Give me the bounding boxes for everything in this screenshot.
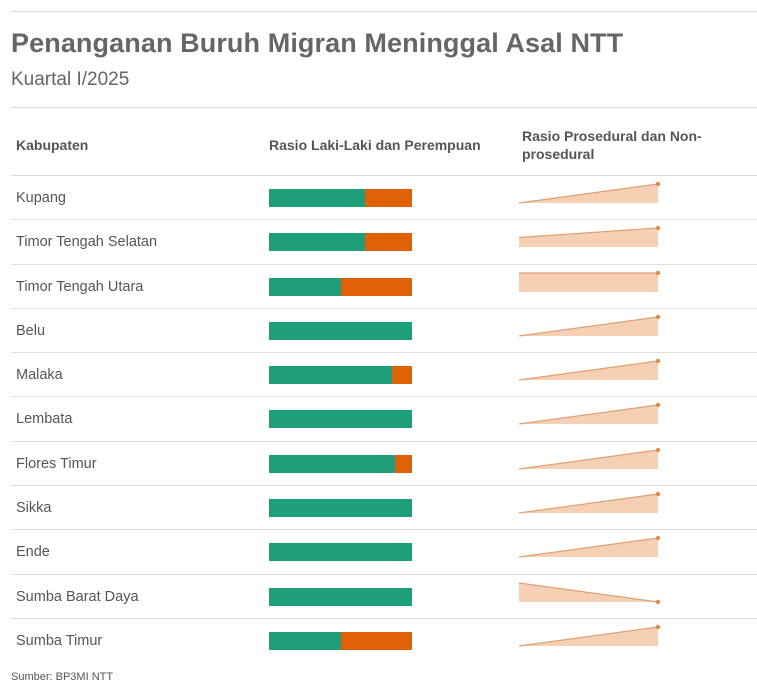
prosedural-sparkline: [518, 403, 661, 426]
gender-ratio-bar: [269, 233, 412, 252]
bar-segment-male: [269, 366, 392, 385]
bar-segment-male: [269, 233, 365, 252]
sparkline-line: [518, 316, 659, 337]
row-kabupaten-label: Sumba Barat Daya: [16, 588, 139, 605]
bar-segment-male: [269, 321, 412, 340]
table-header: Kabupaten Rasio Laki-Laki dan Perempuan …: [11, 108, 757, 176]
sparkline-end-dot: [655, 226, 661, 231]
prosedural-sparkline: [518, 358, 661, 381]
sparkline-end-dot: [655, 491, 661, 497]
gender-ratio-bar: [269, 454, 412, 473]
gender-ratio-bar: [269, 277, 412, 296]
bar-segment-male: [269, 277, 341, 296]
table-row: Kupang: [11, 176, 757, 221]
prosedural-sparkline: [518, 447, 661, 470]
prosedural-sparkline: [518, 181, 661, 204]
gender-ratio-bar: [269, 189, 412, 207]
chart-title: Penanganan Buruh Migran Meninggal Asal N…: [11, 28, 624, 58]
bar-segment-male: [269, 410, 412, 429]
prosedural-sparkline: [519, 270, 661, 292]
column-header-kabupaten: Kabupaten: [16, 137, 89, 153]
sparkline-end-dot: [655, 403, 661, 408]
gender-ratio-bar: [269, 499, 412, 518]
bar-segment-female: [391, 366, 412, 385]
row-kabupaten-label: Flores Timur: [16, 455, 97, 472]
sparkline-end-dot: [655, 270, 661, 275]
row-kabupaten-label: Kupang: [16, 190, 66, 206]
column-header-rasio-prosedural: Rasio Prosedural dan Non-prosedural: [522, 128, 702, 162]
bar-segment-female: [364, 189, 412, 207]
prosedural-sparkline: [518, 582, 661, 604]
data-table: Kabupaten Rasio Laki-Laki dan Perempuan …: [11, 107, 757, 663]
sparkline-end-dot: [655, 599, 661, 604]
sparkline-end-dot: [655, 314, 661, 320]
row-kabupaten-label: Sumba Timur: [16, 632, 103, 649]
bar-segment-male: [269, 543, 412, 562]
table-row: Timor Tengah Selatan: [11, 220, 757, 265]
bar-segment-male: [269, 454, 395, 473]
gender-ratio-bar: [269, 587, 412, 606]
table-row: Ende: [11, 530, 757, 575]
gender-ratio-bar: [269, 543, 412, 562]
sparkline-end-dot: [655, 358, 661, 364]
row-kabupaten-label: Sikka: [16, 500, 52, 517]
sparkline-end-dot: [655, 181, 661, 187]
bar-segment-male: [269, 587, 412, 606]
table-row: Flores Timur: [11, 442, 757, 487]
sparkline-line: [518, 493, 659, 514]
sparkline-area: [519, 228, 658, 248]
row-kabupaten-label: Lembata: [16, 411, 73, 428]
table-row: Sikka: [11, 486, 757, 531]
row-kabupaten-label: Timor Tengah Utara: [16, 278, 144, 295]
bar-segment-male: [269, 189, 365, 207]
sparkline-line: [518, 404, 659, 426]
column-header-rasio-gender: Rasio Laki-Laki dan Perempuan: [269, 137, 481, 153]
sparkline-end-dot: [655, 624, 661, 630]
prosedural-sparkline: [518, 536, 661, 558]
table-row: Lembata: [11, 397, 757, 442]
sparkline-line: [518, 360, 659, 381]
chart-subtitle: Kuartal I/2025: [11, 69, 130, 90]
sparkline-end-dot: [655, 447, 661, 452]
table-row: Malaka: [11, 353, 757, 398]
prosedural-sparkline: [518, 624, 661, 647]
gender-ratio-bar: [269, 321, 412, 340]
gender-ratio-bar: [269, 410, 412, 429]
bar-segment-female: [340, 631, 412, 650]
table-body: Kupang Timor Tengah Selatan Timor Tengah U…: [11, 176, 757, 663]
row-kabupaten-label: Ende: [16, 544, 50, 561]
table-row: Sumba Timur: [11, 619, 757, 663]
row-kabupaten-label: Belu: [16, 322, 46, 339]
sparkline-line: [518, 582, 659, 603]
sparkline-line: [518, 227, 659, 239]
table-row: Belu: [11, 309, 757, 354]
table-row: Sumba Barat Daya: [11, 575, 757, 619]
prosedural-sparkline: [518, 314, 661, 337]
sparkline-line: [518, 537, 659, 558]
sparkline-line: [518, 183, 659, 204]
top-divider: [11, 11, 757, 12]
bar-segment-male: [269, 499, 412, 518]
bar-segment-female: [364, 233, 412, 252]
sparkline-area: [519, 272, 658, 292]
sparkline-end-dot: [655, 536, 661, 541]
sparkline-line: [518, 626, 659, 647]
gender-ratio-bar: [269, 366, 412, 385]
row-kabupaten-label: Malaka: [16, 367, 63, 384]
bar-segment-female: [394, 454, 412, 473]
prosedural-sparkline: [518, 226, 661, 248]
source-note: Sumber: BP3MI NTT: [11, 671, 114, 683]
row-kabupaten-label: Timor Tengah Selatan: [16, 234, 158, 251]
bar-segment-male: [269, 631, 341, 650]
gender-ratio-bar: [269, 631, 412, 650]
bar-segment-female: [340, 277, 412, 296]
table-row: Timor Tengah Utara: [11, 265, 757, 309]
prosedural-sparkline: [518, 491, 661, 514]
sparkline-line: [518, 449, 659, 470]
